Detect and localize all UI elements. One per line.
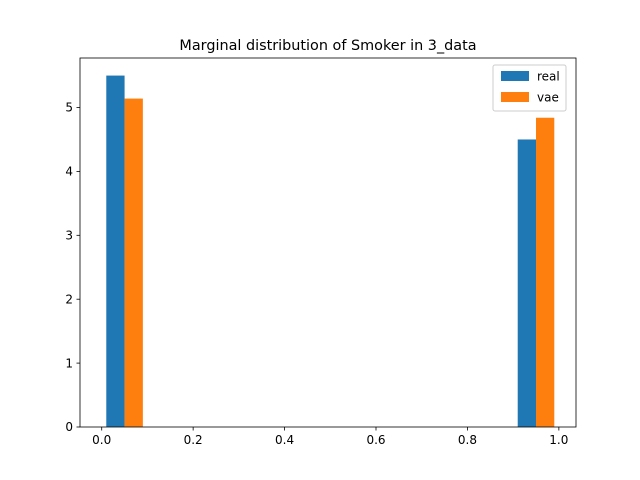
x-tick-label-4: 0.8: [458, 433, 477, 447]
bar-real-1: [517, 139, 536, 427]
x-tick-label-0: 0.0: [92, 433, 111, 447]
x-tick-label-2: 0.4: [275, 433, 294, 447]
x-tick-label-3: 0.6: [366, 433, 385, 447]
legend-label-vae: vae: [537, 91, 559, 105]
bar-vae-0: [124, 98, 143, 427]
legend-swatch-vae: [501, 92, 529, 102]
x-tick-label-5: 1.0: [549, 433, 568, 447]
bar-real-0: [106, 75, 125, 427]
x-tick-label-1: 0.2: [184, 433, 203, 447]
chart-title: Marginal distribution of Smoker in 3_dat…: [179, 38, 476, 54]
y-tick-label-0: 0: [65, 420, 73, 434]
y-tick-label-4: 4: [65, 165, 73, 179]
legend-swatch-real: [501, 71, 529, 81]
legend-label-real: real: [537, 70, 560, 84]
y-tick-label-1: 1: [65, 356, 73, 370]
y-tick-label-2: 2: [65, 292, 73, 306]
plot-area: 0.0 0.2 0.4 0.6 0.8 1.0 0 1 2 3 4 5: [65, 57, 577, 447]
bar-vae-1: [536, 117, 555, 428]
y-tick-label-5: 5: [65, 101, 73, 115]
y-tick-label-3: 3: [65, 229, 73, 243]
axes-frame: [79, 57, 577, 428]
legend: real vae: [492, 64, 567, 112]
